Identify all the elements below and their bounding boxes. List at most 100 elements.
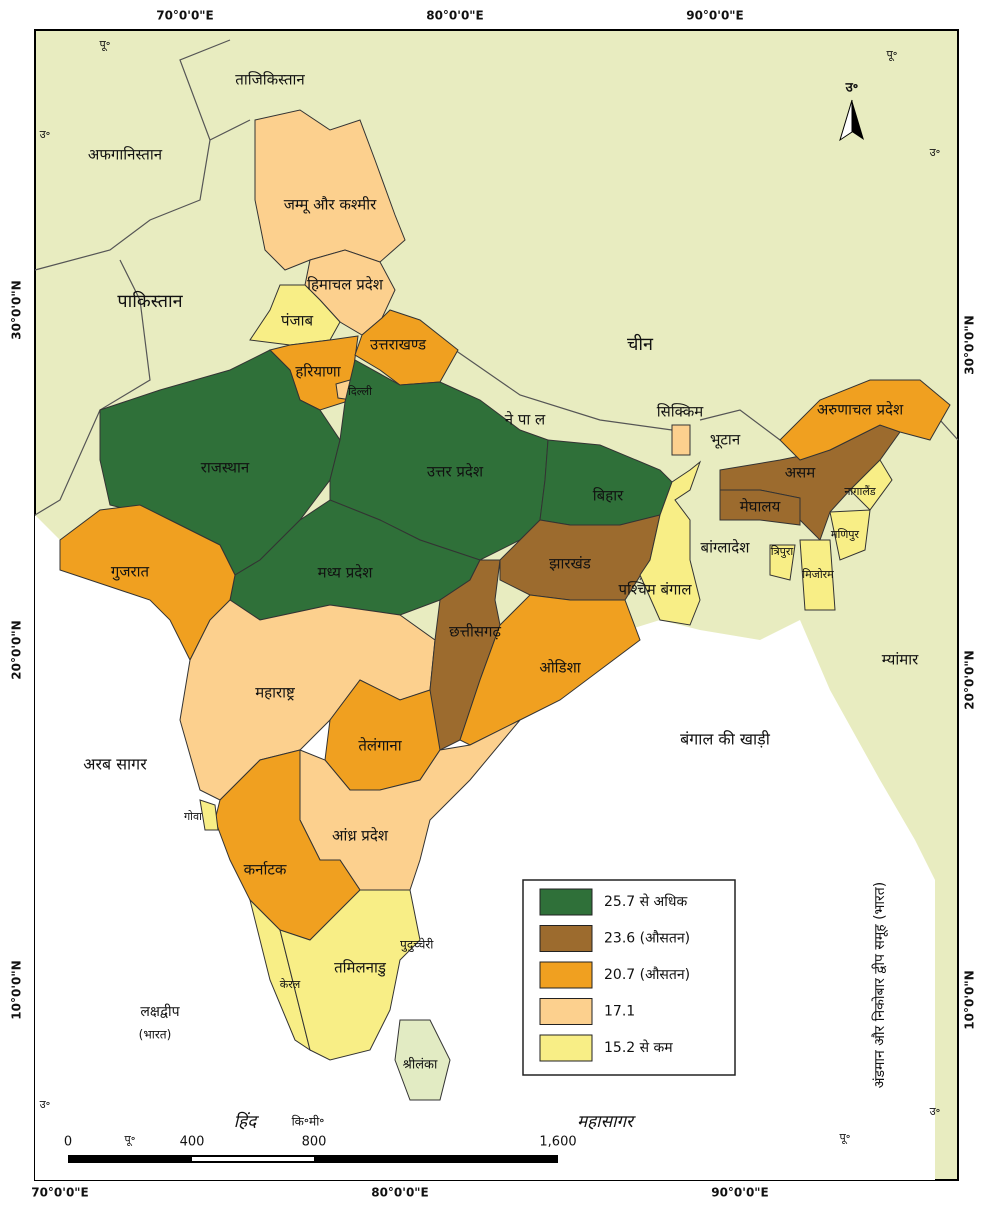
scale-label: 800 bbox=[302, 1135, 327, 1150]
state-label: झारखंड bbox=[549, 555, 592, 573]
graticule-label: 80°0'0"E bbox=[371, 1186, 429, 1200]
state-label: मणिपुर bbox=[831, 528, 860, 541]
legend-swatch bbox=[539, 998, 593, 1025]
scale-label: 400 bbox=[180, 1135, 205, 1150]
state-label: मिजोरम bbox=[802, 568, 834, 581]
state-label: तमिलनाडु bbox=[334, 959, 387, 978]
corner-mark: पू॰ bbox=[125, 1133, 136, 1147]
legend-swatch bbox=[539, 888, 593, 916]
state bbox=[279, 889, 421, 1061]
place-label: पुदुच्चेरी bbox=[400, 938, 434, 953]
state-label: पश्चिम बंगाल bbox=[618, 581, 692, 599]
state-label: नागालैंड bbox=[844, 485, 875, 498]
state-label: हिमाचल प्रदेश bbox=[307, 276, 384, 294]
place-label: हिंद bbox=[234, 1111, 259, 1132]
state-label: मध्य प्रदेश bbox=[318, 564, 374, 582]
place-label: (भारत) bbox=[139, 1028, 172, 1042]
state-label: महाराष्ट्र bbox=[255, 684, 295, 702]
place-label: बंगाल की खाड़ी bbox=[680, 730, 771, 749]
place-label: श्रीलंका bbox=[403, 1057, 438, 1073]
graticule-label: 20°0'0"N bbox=[10, 620, 24, 679]
place-label: बांग्लादेश bbox=[701, 539, 751, 557]
legend-label: 15.2 से कम bbox=[604, 1039, 673, 1056]
scale-label: 0 bbox=[64, 1135, 72, 1150]
graticule-label: 90°0'0"E bbox=[711, 1186, 769, 1200]
corner-mark: पू॰ bbox=[840, 1131, 851, 1145]
corner-mark: उ॰ bbox=[40, 128, 51, 141]
state-label: राजस्थान bbox=[201, 459, 250, 477]
state bbox=[829, 509, 871, 561]
place-label: पाकिस्तान bbox=[117, 290, 183, 312]
corner-mark: उ॰ bbox=[40, 1098, 51, 1111]
place-label: अरब सागर bbox=[83, 755, 147, 774]
state-label: ओडिशा bbox=[539, 659, 581, 677]
state bbox=[254, 109, 406, 271]
state-label: गोवा bbox=[184, 810, 202, 823]
graticule-label: 30°0'0"N bbox=[963, 315, 977, 374]
state-label: छत्तीसगढ़ bbox=[449, 623, 501, 641]
corner-mark: पू॰ bbox=[887, 48, 898, 62]
graticule-label: 70°0'0"E bbox=[156, 9, 214, 23]
graticule-label: 70°0'0"E bbox=[31, 1186, 89, 1200]
north-arrow-right bbox=[852, 100, 864, 140]
legend-swatch bbox=[539, 1034, 593, 1062]
state-label: आंध्र प्रदेश bbox=[332, 827, 389, 845]
north-arrow bbox=[839, 99, 864, 142]
place-label: लक्षद्वीप bbox=[140, 1003, 180, 1020]
scale-label: 1,600 bbox=[539, 1135, 576, 1150]
scale-unit: कि॰मी॰ bbox=[292, 1115, 325, 1129]
labels: जम्मू और कश्मीर हिमाचल प्रदेश पंजाब हरियाणा… bbox=[83, 71, 919, 1133]
state-label: बिहार bbox=[593, 487, 624, 505]
state bbox=[719, 489, 801, 526]
border-lines bbox=[34, 39, 959, 581]
state bbox=[769, 544, 796, 581]
state-label: तेलंगाना bbox=[358, 737, 402, 755]
legend-label: 23.6 (औसतन) bbox=[604, 930, 690, 947]
legend-swatch bbox=[539, 961, 593, 989]
legend-swatch bbox=[539, 925, 593, 952]
graticule-label: 80°0'0"E bbox=[426, 9, 484, 23]
north-label: उ॰ bbox=[845, 81, 859, 96]
place-label: चीन bbox=[627, 333, 654, 355]
legend-label: 25.7 से अधिक bbox=[604, 893, 687, 910]
scale-bar-gap bbox=[192, 1157, 314, 1161]
sri-lanka bbox=[394, 1019, 451, 1101]
state bbox=[849, 459, 893, 511]
state bbox=[671, 424, 691, 456]
place-label: भूटान bbox=[710, 431, 741, 450]
state-label: कर्नाटक bbox=[244, 861, 287, 879]
state-label: उत्तराखण्ड bbox=[370, 336, 427, 354]
place-label: म्यांमार bbox=[882, 651, 919, 669]
state-label: त्रिपुरा bbox=[771, 545, 794, 558]
state bbox=[779, 379, 951, 461]
state bbox=[459, 594, 641, 746]
state-label: पंजाब bbox=[281, 312, 314, 330]
state-label: गुजरात bbox=[111, 563, 150, 582]
state-label: हरियाणा bbox=[295, 363, 341, 381]
place-label: महासागर bbox=[577, 1112, 636, 1132]
state bbox=[199, 799, 219, 831]
state-label: केरल bbox=[280, 978, 301, 991]
legend-label: 20.7 (औसतन) bbox=[604, 966, 690, 983]
state-label: सिक्किम bbox=[657, 403, 705, 421]
legend-label: 17.1 bbox=[604, 1004, 635, 1020]
graticule-label: 20°0'0"N bbox=[963, 650, 977, 709]
corner-mark: उ॰ bbox=[930, 146, 941, 159]
graticule-label: 10°0'0"N bbox=[963, 970, 977, 1029]
place-label: ने पा ल bbox=[505, 411, 546, 429]
place-label: अंडमान और निकोबार द्वीप समूह (भारत) bbox=[871, 882, 888, 1088]
graticule-label: 10°0'0"N bbox=[10, 960, 24, 1019]
corner-mark: उ॰ bbox=[930, 1105, 941, 1118]
state-label: दिल्ली bbox=[348, 385, 372, 398]
states bbox=[59, 109, 951, 1101]
state-label: अरुणाचल प्रदेश bbox=[817, 401, 904, 419]
graticule-label: 30°0'0"N bbox=[10, 280, 24, 339]
graticule-label: 90°0'0"E bbox=[686, 9, 744, 23]
place-label: ताजिकिस्तान bbox=[235, 71, 305, 89]
corner-mark: पू॰ bbox=[100, 38, 111, 52]
place-label: अफगानिस्तान bbox=[88, 146, 163, 164]
state bbox=[639, 460, 702, 626]
state-label: जम्मू और कश्मीर bbox=[284, 196, 377, 215]
state-label: उत्तर प्रदेश bbox=[427, 463, 484, 481]
